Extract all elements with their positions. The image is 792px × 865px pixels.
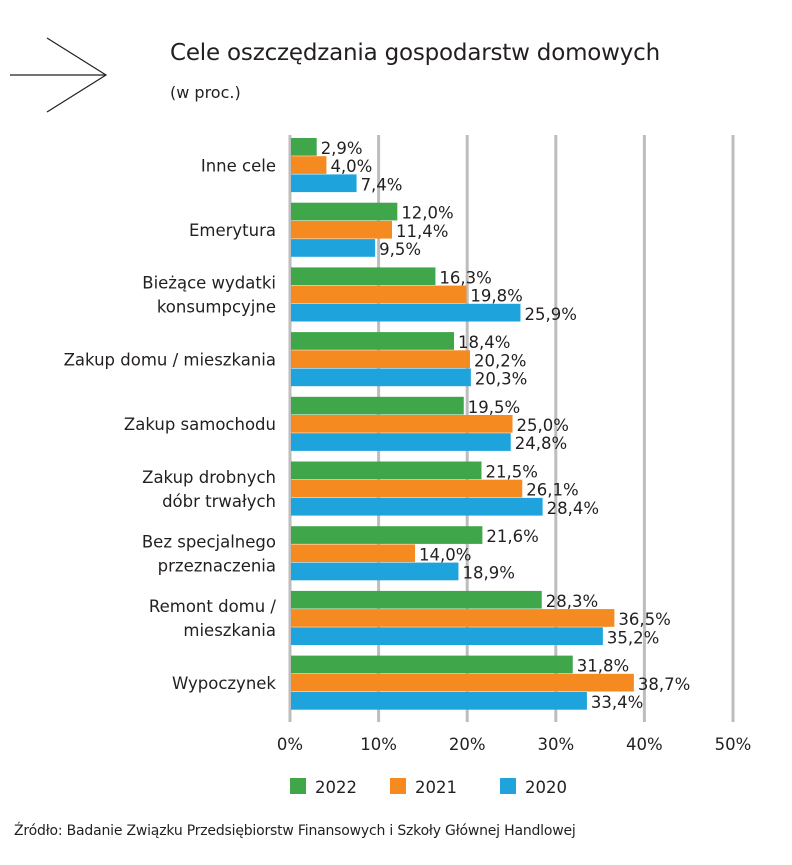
category-label: Bez specjalnego	[142, 533, 276, 552]
x-tick-label: 0%	[277, 735, 303, 754]
value-label: 20,2%	[474, 351, 526, 370]
value-label: 11,4%	[396, 222, 448, 241]
legend-label-2022: 2022	[315, 778, 357, 797]
value-label: 12,0%	[401, 204, 453, 223]
bar-2021	[291, 220, 393, 239]
bar-2022	[291, 526, 483, 544]
category-label: przeznaczenia	[158, 557, 276, 576]
value-label: 33,4%	[591, 693, 643, 712]
value-label: 18,9%	[462, 564, 514, 583]
chart-subtitle: (w proc.)	[170, 83, 241, 102]
bar-2021	[291, 156, 327, 174]
source-note: Źródło: Badanie Związku Przedsiębiorstw …	[14, 823, 576, 839]
bar-2021	[291, 350, 470, 368]
bar-2020	[291, 433, 511, 451]
bar-2022	[291, 396, 464, 415]
value-label: 36,5%	[618, 610, 670, 629]
x-tick-label: 20%	[449, 735, 486, 754]
value-label: 25,0%	[517, 416, 569, 435]
x-tick-label: 10%	[360, 735, 397, 754]
value-label: 28,4%	[547, 499, 599, 518]
value-label: 4,0%	[330, 157, 372, 176]
x-tick-label: 40%	[626, 735, 663, 754]
value-label: 28,3%	[546, 592, 598, 611]
value-label: 7,4%	[361, 175, 403, 194]
value-label: 35,2%	[607, 628, 659, 647]
category-label: Zakup samochodu	[124, 415, 276, 434]
value-label: 14,0%	[419, 545, 471, 564]
value-label: 31,8%	[577, 657, 629, 676]
bar-2020	[291, 303, 521, 322]
bar-2022	[291, 655, 573, 674]
value-label: 25,9%	[524, 305, 576, 324]
category-label: Inne cele	[201, 156, 276, 175]
value-label: 38,7%	[638, 675, 690, 694]
category-label: Emerytura	[189, 221, 276, 240]
bar-2021	[291, 609, 615, 627]
category-label: Remont domu /	[149, 597, 277, 616]
category-label: mieszkania	[183, 621, 276, 640]
legend-label-2021: 2021	[415, 778, 457, 797]
category-label: Wypoczynek	[172, 674, 276, 693]
value-label: 19,5%	[468, 398, 520, 417]
chart-title: Cele oszczędzania gospodarstw domowych	[170, 40, 660, 66]
bar-2020	[291, 497, 543, 516]
category-label: dóbr trwałych	[162, 492, 276, 511]
value-label: 20,3%	[475, 370, 527, 389]
legend-swatch-2021	[390, 778, 406, 794]
bar-2022	[291, 590, 542, 609]
value-label: 24,8%	[515, 434, 567, 453]
value-label: 9,5%	[379, 240, 421, 259]
bar-2021	[291, 285, 467, 304]
legend-swatch-2020	[500, 778, 516, 794]
bar-2020	[291, 174, 357, 193]
value-label: 21,6%	[486, 527, 538, 546]
bar-2022	[291, 332, 455, 350]
legend-swatch-2022	[290, 778, 306, 794]
bar-2020	[291, 692, 587, 710]
value-label: 16,3%	[439, 268, 491, 287]
bar-2020	[291, 562, 459, 581]
bar-2022	[291, 267, 436, 286]
value-label: 21,5%	[485, 463, 537, 482]
bar-2020	[291, 239, 376, 257]
value-label: 18,4%	[458, 333, 510, 352]
bar-2021	[291, 544, 416, 563]
category-label: konsumpcyjne	[157, 298, 276, 317]
x-tick-label: 30%	[537, 735, 574, 754]
bar-2020	[291, 368, 471, 387]
category-label: Bieżące wydatki	[142, 274, 276, 293]
category-label: Zakup drobnych	[142, 468, 276, 487]
value-label: 2,9%	[321, 139, 363, 158]
bar-2022	[291, 138, 317, 156]
bar-2021	[291, 479, 523, 498]
category-label: Zakup domu / mieszkania	[64, 350, 276, 369]
value-label: 19,8%	[470, 287, 522, 306]
bar-2020	[291, 627, 603, 645]
x-tick-label: 50%	[715, 735, 752, 754]
legend-label-2020: 2020	[525, 778, 567, 797]
bar-2021	[291, 673, 634, 692]
bar-2021	[291, 415, 513, 433]
value-label: 26,1%	[526, 481, 578, 500]
arrow-right-icon	[10, 37, 108, 113]
bar-2022	[291, 461, 482, 480]
bar-2022	[291, 202, 398, 221]
